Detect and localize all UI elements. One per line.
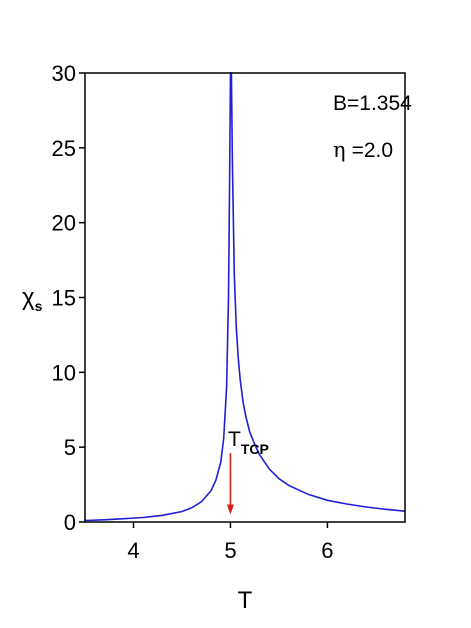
tcp-sub: TCP <box>241 441 269 457</box>
y-axis-label: χs <box>22 284 43 314</box>
eta-value: =2.0 <box>352 139 393 162</box>
tcp-annotation: TTCP <box>228 428 269 457</box>
eta-symbol: η <box>333 138 346 162</box>
x-tick-label: 5 <box>224 538 236 563</box>
y-tick-label: 0 <box>64 510 76 535</box>
eta-parameter-label: η =2.0 <box>333 138 393 162</box>
y-tick-label: 15 <box>52 286 76 311</box>
y-tick-label: 10 <box>52 360 76 385</box>
plot-frame <box>84 72 406 523</box>
y-tick-label: 5 <box>64 435 76 460</box>
series-line <box>84 72 406 522</box>
x-axis-label: T <box>238 587 253 614</box>
tcp-arrow-head <box>226 504 234 515</box>
axis-ticks: 0 5 10 15 20 25 30 4 5 6 <box>52 61 334 563</box>
tcp-main: T <box>228 428 241 451</box>
x-tick-label: 4 <box>127 538 139 563</box>
b-parameter-label: B=1.354 <box>333 92 412 115</box>
y-axis-label-sub: s <box>35 298 43 314</box>
x-tick-label: 6 <box>321 538 333 563</box>
y-tick-label: 30 <box>52 61 76 86</box>
y-tick-label: 25 <box>52 136 76 161</box>
y-tick-label: 20 <box>52 211 76 236</box>
y-axis-label-main: χ <box>22 284 35 311</box>
